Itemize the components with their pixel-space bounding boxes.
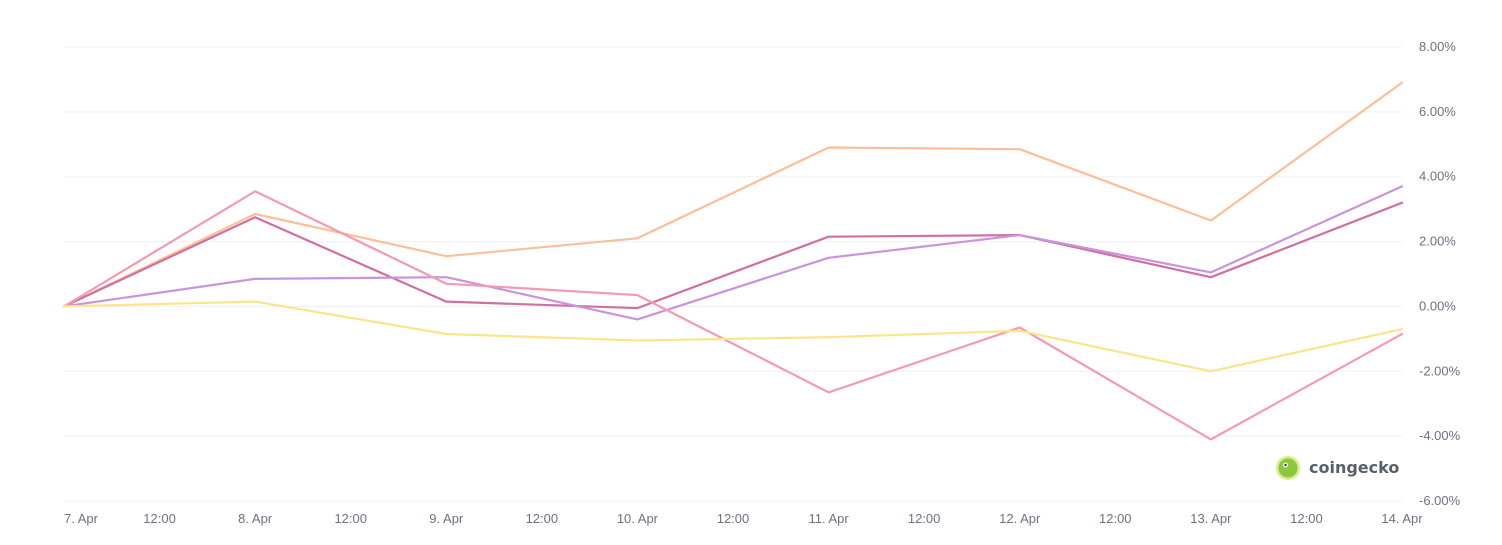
x-tick-label: 14. Apr xyxy=(1381,511,1423,526)
x-tick-label: 12:00 xyxy=(334,511,367,526)
y-tick-label: 8.00% xyxy=(1419,39,1456,54)
series-line-4 xyxy=(62,190,1404,441)
x-tick-label: 10. Apr xyxy=(617,511,659,526)
y-tick-label: 4.00% xyxy=(1419,169,1456,184)
x-tick-label: 12:00 xyxy=(1290,511,1323,526)
y-tick-label: -4.00% xyxy=(1419,428,1461,443)
x-tick-label: 8. Apr xyxy=(238,511,273,526)
x-tick-label: 12:00 xyxy=(717,511,750,526)
x-tick-label: 9. Apr xyxy=(429,511,464,526)
series-line-1 xyxy=(62,81,1404,308)
y-axis-ticks: 8.00% 6.00% 4.00% 2.00% 0.00% -2.00% -4.00% -6.… xyxy=(1419,39,1461,508)
coingecko-watermark: coingecko xyxy=(1276,456,1399,480)
series-lines xyxy=(62,81,1404,441)
x-axis-ticks: 7. Apr 12:00 8. Apr 12:00 9. Apr 12:00 10. Apr… xyxy=(64,511,1423,526)
coingecko-gecko-icon xyxy=(1276,456,1300,480)
y-tick-label: 2.00% xyxy=(1419,234,1456,249)
x-tick-label: 12:00 xyxy=(908,511,941,526)
series-line-3 xyxy=(62,185,1404,321)
y-tick-label: 0.00% xyxy=(1419,298,1456,313)
x-tick-label: 11. Apr xyxy=(808,511,849,526)
x-tick-label: 12. Apr xyxy=(999,511,1041,526)
x-tick-label: 13. Apr xyxy=(1190,511,1232,526)
y-tick-label: -6.00% xyxy=(1419,493,1461,508)
x-tick-label: 12:00 xyxy=(143,511,176,526)
x-tick-label: 12:00 xyxy=(1099,511,1132,526)
x-tick-label: 12:00 xyxy=(526,511,559,526)
y-tick-label: 6.00% xyxy=(1419,104,1456,119)
watermark-text: coingecko xyxy=(1309,458,1399,477)
x-tick-label: 7. Apr xyxy=(64,511,99,526)
y-tick-label: -2.00% xyxy=(1419,363,1461,378)
series-line-5 xyxy=(62,300,1404,373)
series-line-2 xyxy=(62,201,1404,310)
